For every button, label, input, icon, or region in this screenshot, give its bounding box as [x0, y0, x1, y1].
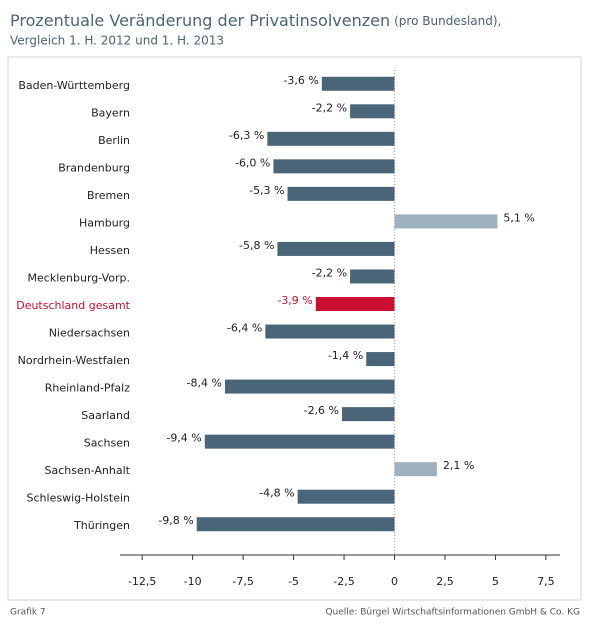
bar: [297, 489, 395, 504]
value-label: 2,1 %: [443, 459, 474, 472]
y-tick-label: Brandenburg: [58, 161, 130, 174]
x-tick-label: -5: [288, 575, 299, 588]
x-tick-label: 0: [391, 575, 398, 588]
bar: [321, 76, 395, 91]
y-tick-label: Saarland: [81, 409, 130, 422]
bar: [267, 131, 395, 146]
value-label: -5,8 %: [239, 239, 274, 252]
bar: [394, 462, 437, 477]
chart-title: Prozentuale Veränderung der Privatinsolv…: [10, 11, 501, 30]
bar: [394, 214, 498, 229]
y-tick-label: Sachsen-Anhalt: [44, 464, 130, 477]
y-tick-label: Rheinland-Pfalz: [45, 382, 130, 395]
value-label: -8,4 %: [187, 377, 222, 390]
y-tick-label: Berlin: [98, 134, 130, 147]
x-tick-label: -10: [184, 575, 202, 588]
bar: [342, 407, 395, 422]
y-tick-label: Mecklenburg-Vorp.: [28, 271, 130, 284]
value-label: -9,4 %: [166, 432, 201, 445]
bar: [277, 241, 395, 256]
bar: [350, 104, 395, 119]
y-tick-label: Schleswig-Holstein: [27, 492, 130, 505]
bar: [265, 324, 395, 339]
bar: [366, 352, 395, 367]
x-tick-label: 7,5: [537, 575, 555, 588]
y-tick-label: Hamburg: [79, 216, 130, 229]
subtitle: Vergleich 1. H. 2012 und 1. H. 2013: [10, 34, 224, 48]
bar: [287, 186, 395, 201]
value-label: -9,8 %: [158, 514, 193, 527]
bar: [204, 434, 395, 449]
y-tick-label: Sachsen: [84, 437, 130, 450]
value-label: 5,1 %: [503, 211, 534, 224]
y-tick-label: Bremen: [87, 189, 130, 202]
value-label: -1,4 %: [328, 349, 363, 362]
x-tick-label: 5: [492, 575, 499, 588]
title-main: Prozentuale Veränderung der Privatinsolv…: [10, 11, 390, 30]
bar: [273, 159, 395, 174]
x-tick-label: -7,5: [232, 575, 253, 588]
y-tick-label: Nordrhein-Westfalen: [18, 354, 130, 367]
y-tick-label: Deutschland gesamt: [16, 299, 130, 312]
bar: [196, 517, 395, 532]
value-label: -6,3 %: [229, 129, 264, 142]
value-label: -3,6 %: [283, 74, 318, 87]
source: Quelle: Bürgel Wirtschaftsinformationen …: [325, 608, 580, 618]
x-tick-label: -12,5: [128, 575, 156, 588]
value-label: -2,2 %: [312, 101, 347, 114]
value-label: -2,2 %: [312, 266, 347, 279]
x-tick-label: -2,5: [333, 575, 354, 588]
value-label: -6,0 %: [235, 156, 270, 169]
y-tick-label: Thüringen: [73, 519, 130, 532]
value-label: -3,9 %: [277, 294, 312, 307]
value-label: -6,4 %: [227, 322, 262, 335]
value-label: -2,6 %: [304, 404, 339, 417]
title-note: (pro Bundesland),: [394, 14, 501, 28]
y-tick-label: Baden-Württemberg: [18, 79, 130, 92]
bar: [350, 269, 395, 284]
bar: [224, 379, 395, 394]
y-tick-label: Niedersachsen: [49, 327, 130, 340]
bar: [315, 297, 395, 311]
y-tick-label: Hessen: [90, 244, 130, 257]
x-tick-label: 2,5: [436, 575, 454, 588]
footer-left: Grafik 7: [10, 608, 46, 618]
value-label: -5,3 %: [249, 184, 284, 197]
value-label: -4,8 %: [259, 487, 294, 500]
y-tick-label: Bayern: [91, 106, 130, 119]
